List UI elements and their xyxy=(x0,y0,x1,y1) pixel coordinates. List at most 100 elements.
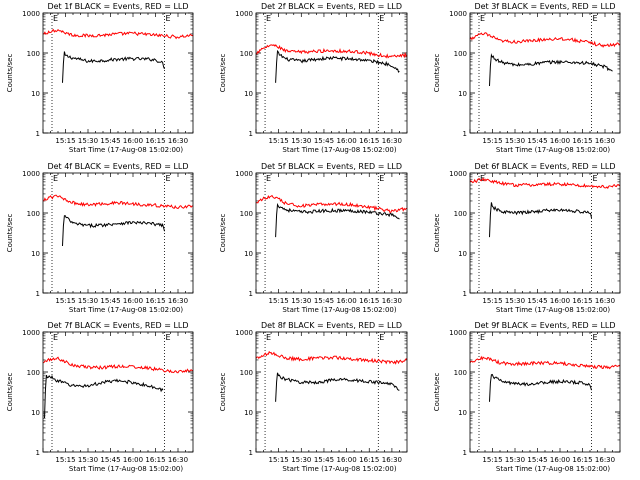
event-marker-label: E xyxy=(593,14,598,23)
y-tick-label: 100 xyxy=(454,369,467,377)
event-marker-label: E xyxy=(166,14,171,23)
y-tick-label: 1000 xyxy=(235,329,253,337)
x-axis-label: Start Time (17-Aug-08 15:02:00) xyxy=(69,306,183,314)
event-marker-label: E xyxy=(266,14,271,23)
x-tick-label: 16:15 xyxy=(359,137,379,145)
event-marker-label: E xyxy=(379,14,384,23)
x-tick-label: 15:30 xyxy=(291,137,311,145)
x-tick-label: 16:00 xyxy=(123,137,143,145)
plot-frame xyxy=(42,331,194,453)
x-tick-label: 16:00 xyxy=(550,297,570,305)
chart-title: Det 4f BLACK = Events, RED = LLD xyxy=(47,162,188,171)
x-tick-label: 15:30 xyxy=(78,297,98,305)
x-tick-label: 16:00 xyxy=(123,297,143,305)
x-tick-label: 15:45 xyxy=(100,297,120,305)
y-tick-label: 1 xyxy=(463,130,467,138)
x-tick-label: 15:45 xyxy=(100,137,120,145)
x-tick-label: 15:45 xyxy=(314,137,334,145)
x-axis-label: Start Time (17-Aug-08 15:02:00) xyxy=(496,465,610,473)
y-tick-label: 1000 xyxy=(22,329,40,337)
x-tick-label: 15:15 xyxy=(55,456,75,464)
series-events-line xyxy=(275,49,400,83)
series-lld-line xyxy=(469,177,621,190)
series-lld-line xyxy=(42,356,194,374)
event-marker-label: E xyxy=(480,333,485,342)
y-tick-label: 1000 xyxy=(235,170,253,178)
y-tick-label: 10 xyxy=(244,90,253,98)
x-tick-label: 15:45 xyxy=(527,456,547,464)
y-tick-label: 1 xyxy=(36,130,40,138)
chart-panel-6: Det 6f BLACK = Events, RED = LLD Counts/s… xyxy=(433,162,621,314)
series-lld-line xyxy=(255,350,408,365)
x-tick-label: 15:45 xyxy=(527,137,547,145)
x-tick-label: 16:00 xyxy=(123,456,143,464)
x-tick-label: 15:45 xyxy=(314,456,334,464)
y-tick-label: 1000 xyxy=(235,10,253,18)
x-tick-label: 16:15 xyxy=(359,456,379,464)
x-tick-label: 16:30 xyxy=(168,456,188,464)
y-tick-label: 1 xyxy=(36,290,40,298)
x-tick-label: 16:30 xyxy=(168,297,188,305)
y-tick-label: 1000 xyxy=(449,170,467,178)
x-tick-label: 15:30 xyxy=(505,297,525,305)
y-tick-label: 100 xyxy=(240,50,253,58)
y-tick-label: 10 xyxy=(458,409,467,417)
y-axis-label: Counts/sec xyxy=(6,214,14,253)
x-tick-label: 15:15 xyxy=(55,137,75,145)
x-tick-label: 16:15 xyxy=(145,297,165,305)
x-tick-label: 16:30 xyxy=(595,297,615,305)
x-tick-label: 16:15 xyxy=(145,456,165,464)
x-tick-label: 16:30 xyxy=(382,137,402,145)
x-tick-label: 15:15 xyxy=(269,456,289,464)
x-axis-label: Start Time (17-Aug-08 15:02:00) xyxy=(69,465,183,473)
event-marker-label: E xyxy=(593,333,598,342)
x-axis-label: Start Time (17-Aug-08 15:02:00) xyxy=(282,306,396,314)
series-events-line xyxy=(62,215,165,247)
event-marker-label: E xyxy=(379,333,384,342)
x-axis-label: Start Time (17-Aug-08 15:02:00) xyxy=(69,146,183,154)
y-axis-label: Counts/sec xyxy=(219,54,227,93)
series-lld-line xyxy=(42,194,193,210)
chart-panel-5: Det 5f BLACK = Events, RED = LLD Counts/s… xyxy=(219,162,408,314)
plot-frame xyxy=(469,12,621,134)
y-tick-label: 10 xyxy=(31,250,40,258)
series-events-line xyxy=(489,53,613,87)
y-axis-label: Counts/sec xyxy=(433,373,441,412)
series-events-line xyxy=(489,373,592,402)
x-tick-label: 16:30 xyxy=(382,297,402,305)
plot-frame xyxy=(469,331,621,453)
y-tick-label: 100 xyxy=(27,50,40,58)
plot-frame xyxy=(469,172,621,294)
event-marker-label: E xyxy=(480,14,485,23)
x-tick-label: 16:15 xyxy=(145,137,165,145)
x-tick-label: 15:30 xyxy=(291,297,311,305)
plot-frame xyxy=(42,12,194,134)
event-marker-label: E xyxy=(166,174,171,183)
y-tick-label: 1 xyxy=(249,290,253,298)
series-events-line xyxy=(489,202,592,238)
x-tick-label: 16:00 xyxy=(337,297,357,305)
x-tick-label: 16:30 xyxy=(595,456,615,464)
chart-panel-9: Det 9f BLACK = Events, RED = LLD Counts/s… xyxy=(433,321,621,473)
y-tick-label: 1 xyxy=(249,449,253,457)
series-lld-line xyxy=(469,32,621,48)
y-tick-label: 100 xyxy=(240,369,253,377)
x-tick-label: 15:30 xyxy=(78,137,98,145)
series-events-line xyxy=(44,374,164,419)
x-tick-label: 15:45 xyxy=(527,297,547,305)
chart-title: Det 5f BLACK = Events, RED = LLD xyxy=(261,162,402,171)
chart-panel-1: Det 1f BLACK = Events, RED = LLD Counts/s… xyxy=(6,2,194,154)
event-marker-label: E xyxy=(379,174,384,183)
x-tick-label: 16:00 xyxy=(337,456,357,464)
y-tick-label: 1000 xyxy=(449,10,467,18)
series-lld-line xyxy=(255,194,408,214)
y-tick-label: 100 xyxy=(454,210,467,218)
x-tick-label: 16:00 xyxy=(550,456,570,464)
y-tick-label: 100 xyxy=(240,210,253,218)
y-tick-label: 1000 xyxy=(449,329,467,337)
x-tick-label: 15:15 xyxy=(269,297,289,305)
series-lld-line xyxy=(42,28,194,40)
x-axis-label: Start Time (17-Aug-08 15:02:00) xyxy=(496,146,610,154)
plot-frame xyxy=(255,12,408,134)
